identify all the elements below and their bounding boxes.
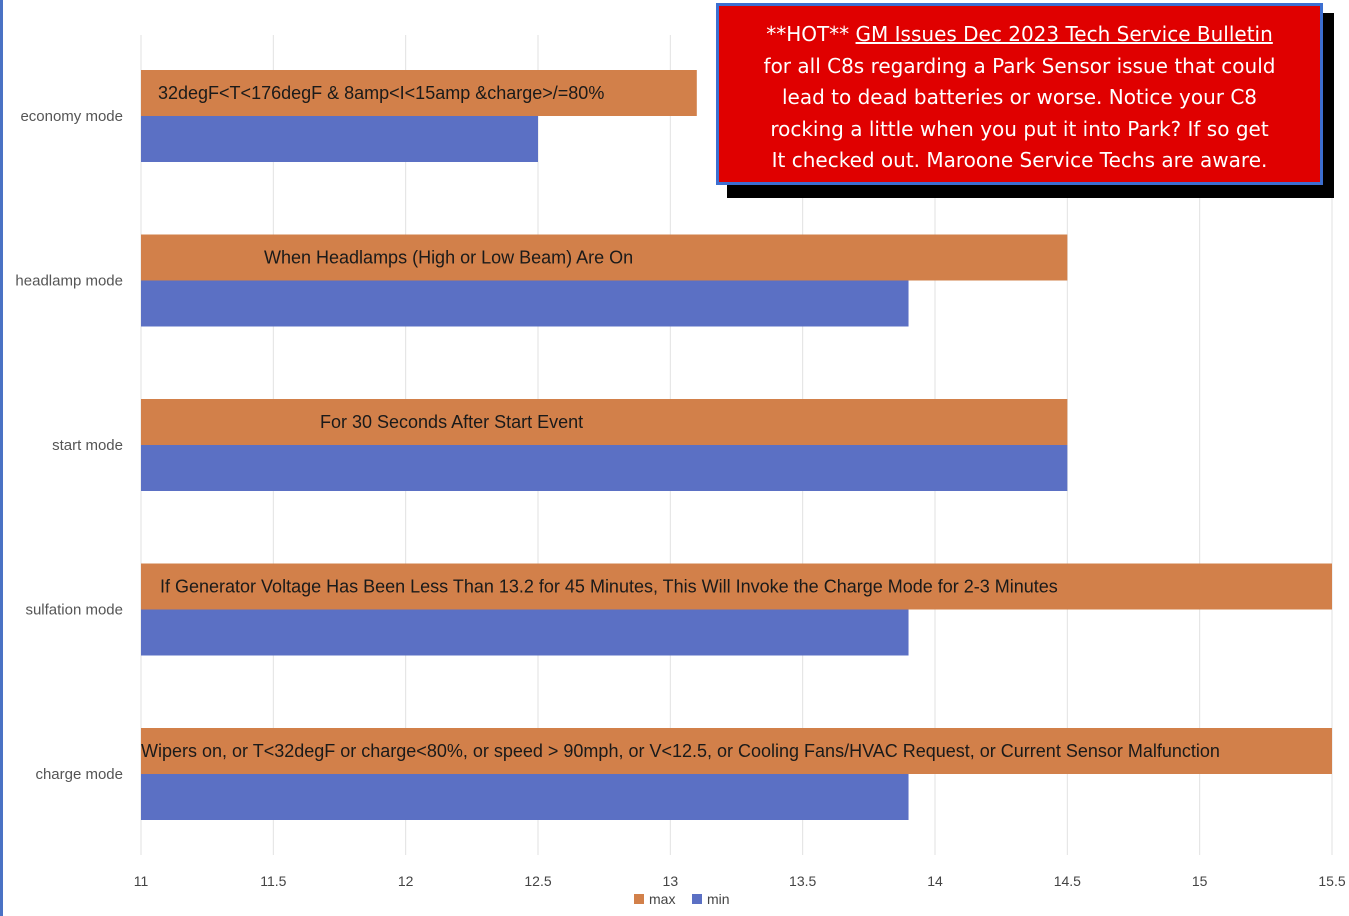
x-tick-label: 15.5	[1318, 873, 1345, 889]
x-tick-label: 14.5	[1054, 873, 1081, 889]
legend-swatch-max	[634, 894, 644, 904]
max-bar	[141, 563, 1332, 610]
category-label: start mode	[52, 437, 123, 454]
category-label: charge mode	[35, 766, 123, 783]
bar-annotation: If Generator Voltage Has Been Less Than …	[160, 577, 1058, 597]
category-labels: economy mode headlamp mode start mode sulfa…	[15, 108, 123, 783]
x-tick-label: 13	[663, 873, 679, 889]
legend-label-max: max	[649, 891, 675, 907]
min-bar	[141, 116, 538, 162]
bars	[141, 70, 1332, 820]
max-bar	[141, 728, 1332, 774]
max-bar	[141, 234, 1068, 281]
notice-line-1: **HOT** GM Issues Dec 2023 Tech Service …	[719, 19, 1320, 51]
min-bar	[141, 609, 909, 656]
notice-prefix: **HOT**	[766, 22, 856, 46]
x-tick-label: 13.5	[789, 873, 816, 889]
min-bar	[141, 280, 909, 327]
notice-line-3: lead to dead batteries or worse. Notice …	[781, 85, 1258, 109]
category-label: sulfation mode	[25, 602, 123, 619]
notice-line-4: rocking a little when you put it into Pa…	[770, 116, 1269, 141]
x-tick-label: 12.5	[524, 873, 551, 889]
x-tick-label: 11	[134, 873, 149, 889]
max-bar	[141, 399, 1068, 445]
category-label: economy mode	[20, 108, 123, 125]
bar-annotations: 32degF<T<176degF & 8amp<I<15amp &charge>…	[141, 83, 1220, 761]
x-tick-label: 12	[398, 873, 414, 889]
max-bar	[141, 70, 697, 116]
bar-annotation: Wipers on, or T<32degF or charge<80%, or…	[141, 741, 1220, 761]
bar-annotation: For 30 Seconds After Start Event	[320, 412, 583, 432]
notice-line-2: for all C8s regarding a Park Sensor issu…	[763, 53, 1276, 78]
min-bar	[141, 445, 1068, 491]
min-bar	[141, 774, 909, 820]
left-edge-rule	[0, 0, 3, 916]
legend: max min	[634, 891, 730, 907]
legend-label-min: min	[707, 891, 730, 907]
x-tick-label: 15	[1192, 873, 1208, 889]
legend-swatch-min	[692, 894, 702, 904]
x-tick-label: 11.5	[260, 873, 286, 889]
notice-line-5: It checked out. Maroone Service Techs ar…	[771, 148, 1268, 172]
service-bulletin-notice: **HOT** GM Issues Dec 2023 Tech Service …	[716, 3, 1323, 185]
x-axis-ticks: 11 11.5 12 12.5 13 13.5 14 14.5 15 15.5	[134, 873, 1346, 889]
x-tick-label: 14	[927, 873, 943, 889]
category-label: headlamp mode	[15, 273, 123, 290]
bar-annotation: 32degF<T<176degF & 8amp<I<15amp &charge>…	[158, 83, 604, 103]
bar-annotation: When Headlamps (High or Low Beam) Are On	[264, 248, 633, 268]
notice-headline-link[interactable]: GM Issues Dec 2023 Tech Service Bulletin	[855, 22, 1273, 46]
